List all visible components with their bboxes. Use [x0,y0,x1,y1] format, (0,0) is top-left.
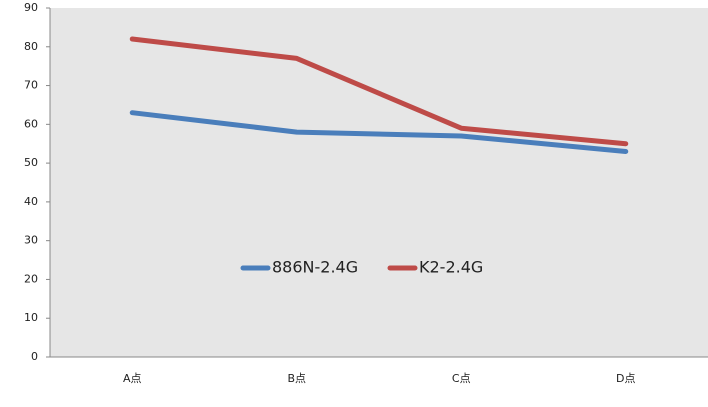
x-tick-label: A点 [123,372,142,385]
y-tick-label: 90 [24,1,38,14]
y-tick-label: 20 [24,272,38,285]
x-tick-label: D点 [616,372,635,385]
plot-area [50,8,708,357]
y-tick-label: 80 [24,40,38,53]
y-tick-label: 70 [24,79,38,92]
y-tick-label: 30 [24,234,38,247]
legend-label: K2-2.4G [419,258,483,277]
y-tick-label: 50 [24,156,38,169]
y-tick-label: 0 [31,350,38,363]
x-tick-label: B点 [287,372,306,385]
legend-label: 886N-2.4G [272,258,358,277]
x-tick-label: C点 [452,372,471,385]
y-tick-label: 10 [24,311,38,324]
series-line [129,110,629,154]
y-tick-label: 40 [24,195,38,208]
series-line [129,36,629,147]
y-tick-label: 60 [24,117,38,130]
